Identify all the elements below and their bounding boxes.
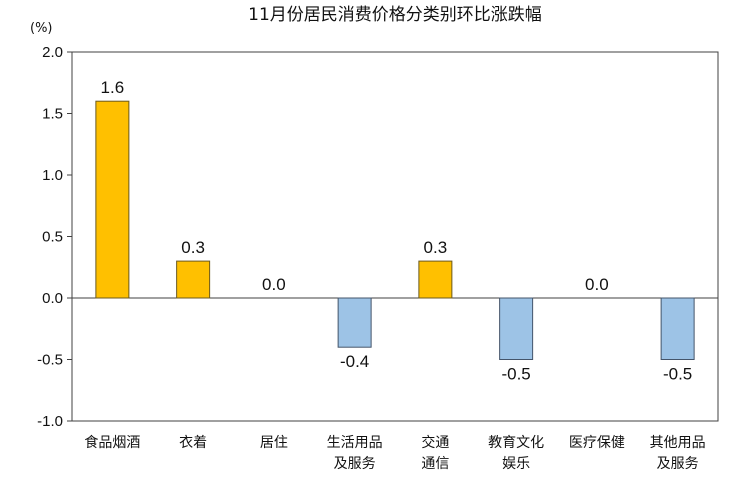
y-tick-label: -1.0 [37, 413, 63, 430]
category-label: 交通 [421, 434, 449, 451]
y-tick-label: 0.5 [42, 229, 63, 246]
plot-area: 2.0 1.5 1.0 0.5 0.0 -0.5 -1.0 1.6 食品烟酒 0.3 衣着 0.0 居住… [37, 44, 719, 472]
value-label: -0.5 [663, 365, 692, 384]
value-label: -0.5 [501, 365, 530, 384]
category-label: 生活用品 [327, 435, 383, 451]
category-label: 娱乐 [502, 456, 530, 472]
y-tick-label: 1.5 [42, 106, 63, 123]
category-label: 及服务 [334, 456, 376, 472]
y-tick-label: -0.5 [37, 352, 63, 369]
category-label: 食品烟酒 [84, 434, 140, 451]
bar [499, 297, 534, 360]
category-label: 医疗保健 [569, 435, 625, 451]
value-label: -0.4 [340, 352, 369, 371]
value-label: 0.3 [181, 238, 205, 257]
value-label: 0.0 [585, 275, 609, 294]
category-label: 居住 [260, 435, 288, 451]
category-label: 衣着 [179, 435, 207, 451]
bar [660, 297, 695, 360]
bar [418, 260, 453, 299]
category-label: 其他用品 [650, 435, 706, 451]
chart-title: 11月份居民消费价格分类别环比涨跌幅 [248, 5, 542, 25]
y-tick-label: 1.0 [42, 167, 63, 184]
y-tick-label: 0.0 [42, 290, 63, 307]
bar [176, 260, 211, 299]
y-tick-label: 2.0 [42, 44, 63, 61]
category-label: 及服务 [657, 456, 699, 472]
category-label: 通信 [421, 456, 449, 472]
bar [337, 297, 372, 348]
y-axis-unit: (%) [30, 21, 53, 36]
value-label: 0.0 [262, 275, 286, 294]
value-label: 0.3 [424, 238, 448, 257]
value-label: 1.6 [101, 78, 125, 97]
category-label: 教育文化 [488, 435, 544, 451]
plot-frame [71, 51, 719, 422]
bar [95, 100, 130, 299]
